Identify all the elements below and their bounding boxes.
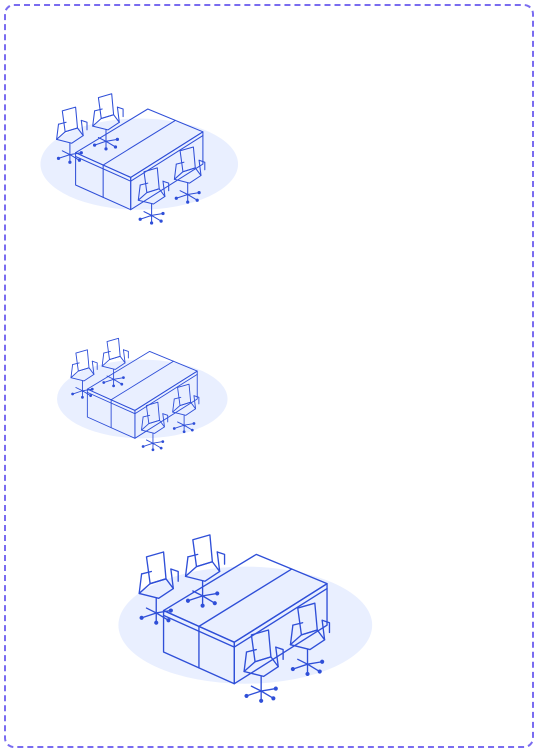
conference-table-scene-3: [105, 530, 386, 703]
conference-table-scene-1: [30, 90, 249, 225]
conference-table-scene-2: [48, 335, 237, 452]
dashed-frame: [4, 4, 534, 748]
